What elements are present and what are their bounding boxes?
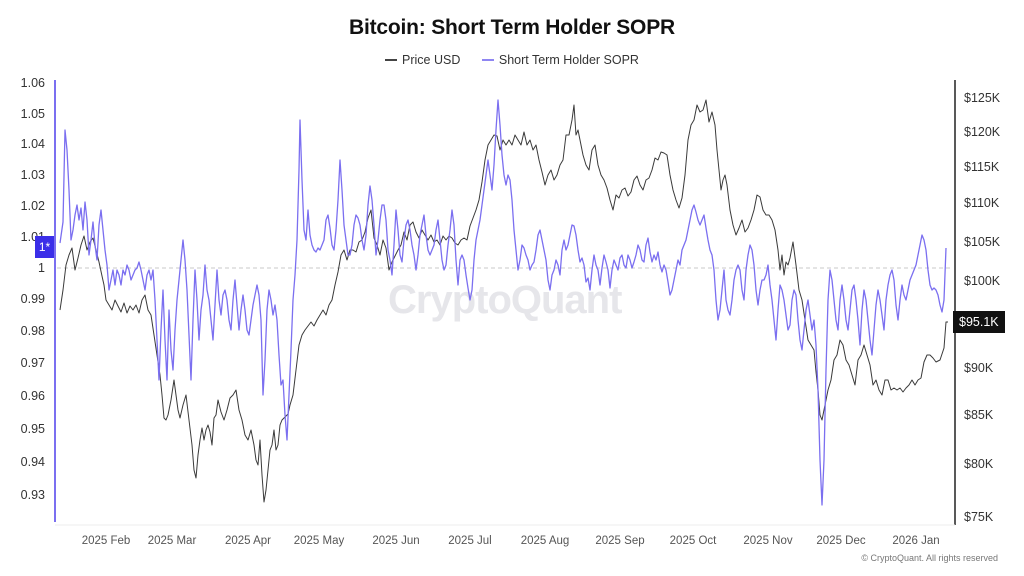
copyright-notice: © CryptoQuant. All rights reserved: [861, 553, 998, 563]
y-left-tick: 0.94: [20, 455, 45, 469]
x-tick: 2025 Oct: [669, 535, 717, 547]
y-right-tick: $100K: [964, 274, 1001, 288]
legend-label-sopr: Short Term Holder SOPR: [498, 53, 639, 67]
x-tick: 2025 Apr: [224, 535, 272, 547]
y-left-tick: 1.06: [20, 76, 45, 90]
y-left-tick: 1: [38, 261, 45, 275]
x-tick: 2025 Sep: [595, 535, 645, 547]
y-right-tick: $115K: [964, 160, 1000, 174]
y-left-tick: 1.05: [20, 107, 45, 121]
x-tick: 2025 Feb: [81, 535, 131, 547]
y-left-tick: 0.99: [20, 292, 45, 306]
watermark: CryptoQuant: [388, 278, 622, 322]
y-left-tick: 1.02: [20, 199, 45, 213]
x-tick: 2025 Mar: [147, 535, 197, 547]
y-right-tick: $90K: [964, 361, 994, 375]
chart-legend: Price USD Short Term Holder SOPR: [0, 50, 1024, 67]
x-tick: 2026 Jan: [892, 535, 940, 547]
y-right-tick: $75K: [964, 510, 994, 524]
price-line-swatch-icon: [385, 59, 398, 61]
x-tick: 2025 May: [293, 535, 345, 547]
price-usd-line: [59, 99, 948, 503]
y-left-tick: 0.98: [20, 324, 45, 338]
x-tick: 2025 Nov: [743, 535, 793, 547]
y-left-tick: 0.96: [20, 389, 45, 403]
y-right-tick: $120K: [964, 125, 1001, 139]
y-left-tick: 0.95: [20, 422, 45, 436]
y-right-tick: $125K: [964, 91, 1001, 105]
y-left-tick: 1.04: [20, 137, 45, 151]
y-left-tick: 1.03: [20, 168, 45, 182]
legend-label-price: Price USD: [402, 53, 461, 67]
y-right-tick: $110K: [964, 196, 1000, 210]
legend-item-price[interactable]: Price USD: [385, 53, 460, 67]
x-tick: 2025 Jul: [448, 535, 492, 547]
y-left-tick: 0.97: [20, 356, 45, 370]
x-tick: 2025 Dec: [816, 535, 866, 547]
chart-title: Bitcoin: Short Term Holder SOPR: [349, 16, 675, 39]
y-left-tick: 0.93: [20, 488, 45, 502]
x-tick: 2025 Jun: [372, 535, 420, 547]
sopr-line-swatch-icon: [481, 59, 494, 61]
y-right-tick: $105K: [964, 235, 1001, 249]
x-tick: 2025 Aug: [520, 535, 570, 547]
y-right-tick: $85K: [964, 408, 994, 422]
y-right-tick: $80K: [964, 457, 994, 471]
price-current-value-badge: $95.1K: [953, 311, 1005, 333]
sopr-line: [59, 99, 947, 506]
sopr-current-value-badge: 1*: [35, 236, 54, 258]
legend-item-sopr[interactable]: Short Term Holder SOPR: [481, 53, 639, 67]
